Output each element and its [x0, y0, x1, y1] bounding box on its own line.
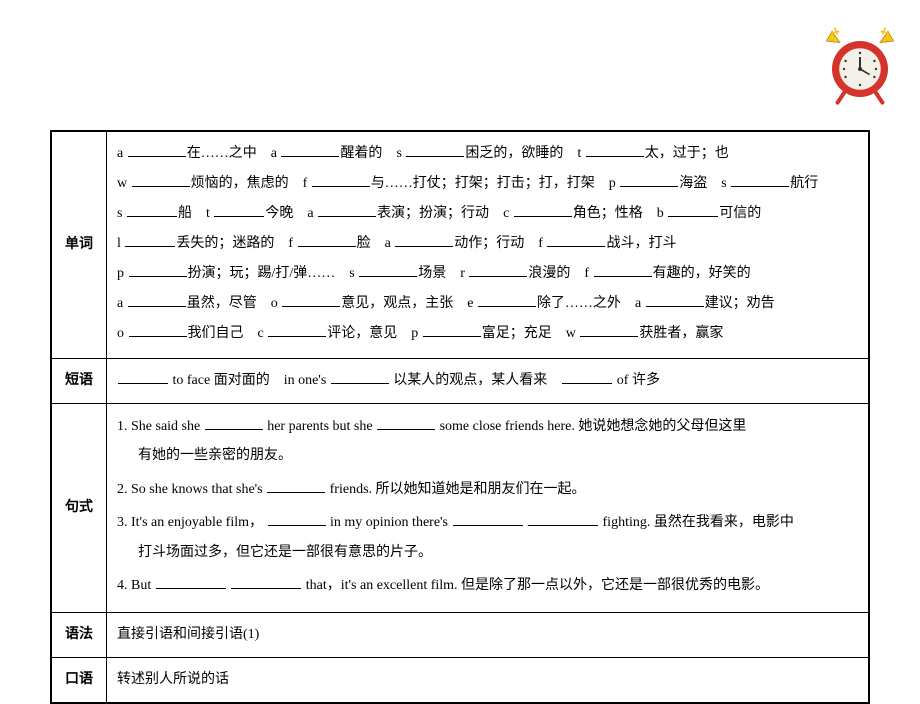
clock-decoration: [820, 25, 900, 105]
content-danci: a 在……之中 a 醒着的 s 困乏的，欲睡的 t 太，过于；也 w 烦恼的，焦…: [107, 132, 869, 359]
label-kouyu: 口语: [52, 658, 107, 703]
label-danci: 单词: [52, 132, 107, 359]
label-jushi: 句式: [52, 404, 107, 613]
row-jushi: 句式 1. She said she her parents but she s…: [52, 404, 869, 613]
row-kouyu: 口语 转述别人所说的话: [52, 658, 869, 703]
vocabulary-table: 单词 a 在……之中 a 醒着的 s 困乏的，欲睡的 t 太，过于；也 w 烦恼…: [50, 130, 870, 704]
row-duanyu: 短语 to face 面对面的 in one's 以某人的观点，某人看来 of …: [52, 359, 869, 404]
content-jushi: 1. She said she her parents but she some…: [107, 404, 869, 613]
content-duanyu: to face 面对面的 in one's 以某人的观点，某人看来 of 许多: [107, 359, 869, 404]
label-yufa: 语法: [52, 613, 107, 658]
label-duanyu: 短语: [52, 359, 107, 404]
row-yufa: 语法 直接引语和间接引语(1): [52, 613, 869, 658]
content-yufa: 直接引语和间接引语(1): [107, 613, 869, 658]
content-kouyu: 转述别人所说的话: [107, 658, 869, 703]
row-danci: 单词 a 在……之中 a 醒着的 s 困乏的，欲睡的 t 太，过于；也 w 烦恼…: [52, 132, 869, 359]
